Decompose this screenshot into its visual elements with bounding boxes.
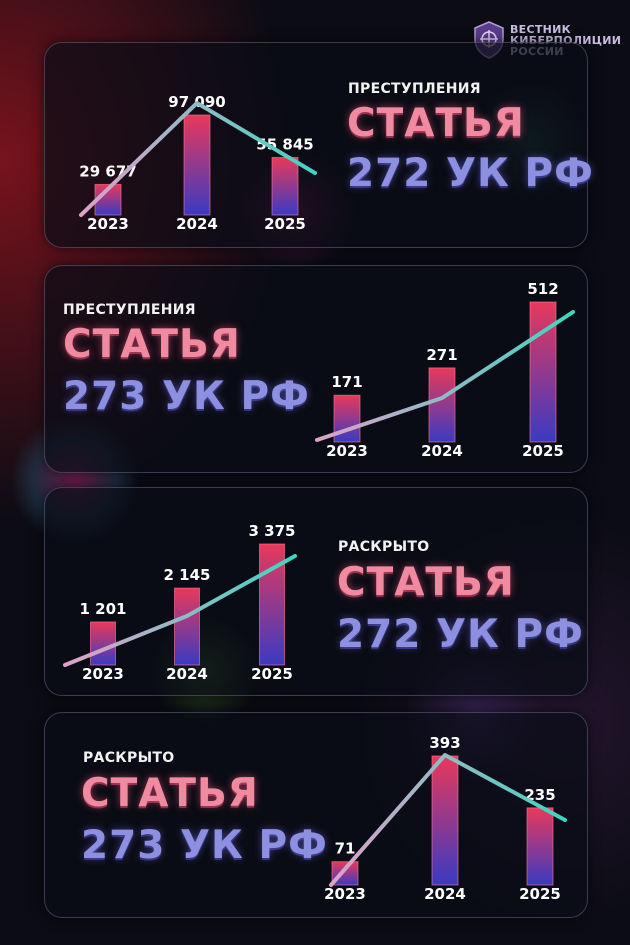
x-tick-label-2023: 2023 [87, 215, 129, 233]
bar-2025 [529, 301, 557, 443]
panel-title-line2: 273 УК РФ [63, 374, 310, 419]
bar-2024 [183, 114, 211, 216]
bar-2024 [431, 755, 459, 886]
brand-line: ВЕСТНИК [510, 23, 571, 36]
value-label-2025: 3 375 [249, 522, 296, 540]
x-tick-label-2024: 2024 [166, 665, 208, 683]
panel-title-line1: СТАТЬЯ [63, 322, 241, 367]
value-label-2024: 393 [429, 734, 460, 752]
panel-title-line1: СТАТЬЯ [347, 101, 525, 146]
panel-title-line2: 272 УК РФ [337, 612, 584, 657]
x-tick-label-2023: 2023 [326, 442, 368, 460]
panel-kicker: ПРЕСТУПЛЕНИЯ [348, 81, 481, 97]
brand-line: КИБЕРПОЛИЦИИ [510, 34, 622, 47]
x-tick-label-2024: 2024 [176, 215, 218, 233]
x-tick-label-2024: 2024 [421, 442, 463, 460]
panel-title-line2: 272 УК РФ [347, 151, 594, 196]
panel-title-line1: СТАТЬЯ [337, 560, 515, 605]
bar-2023 [90, 621, 116, 666]
panel-kicker: ПРЕСТУПЛЕНИЯ [63, 302, 196, 318]
chart: 71 2023 393 2024 235 2025 [324, 734, 567, 903]
value-label-2023: 1 201 [80, 600, 127, 618]
panel-title-line2: 273 УК РФ [81, 823, 328, 868]
x-tick-label-2025: 2025 [264, 215, 306, 233]
value-label-2024: 271 [426, 346, 457, 364]
x-tick-label-2023: 2023 [324, 885, 366, 903]
value-label-2025: 235 [524, 786, 555, 804]
panel-kicker: РАСКРЫТО [83, 750, 175, 766]
panel-kicker: РАСКРЫТО [338, 539, 430, 555]
value-label-2025: 512 [527, 280, 558, 298]
x-tick-label-2024: 2024 [424, 885, 466, 903]
chart: 1 201 2023 2 145 2024 3 375 2025 [63, 522, 297, 683]
bar-2025 [271, 156, 299, 216]
trend-line [315, 310, 575, 442]
bar-2025 [526, 807, 554, 886]
x-tick-label-2025: 2025 [519, 885, 561, 903]
value-label-2023: 171 [331, 373, 362, 391]
chart: 171 2023 271 2024 512 2025 [315, 280, 575, 460]
panel-title-line1: СТАТЬЯ [81, 771, 259, 816]
x-tick-label-2023: 2023 [82, 665, 124, 683]
bar-2024 [428, 367, 456, 443]
trend-line [79, 101, 317, 217]
x-tick-label-2025: 2025 [522, 442, 564, 460]
panel-272-crimes: 29 677 2023 97 090 2024 55 845 2025 ПРЕСТУПЛЕ… [44, 42, 593, 248]
value-label-2023: 71 [335, 840, 356, 858]
panel-273-solved: 71 2023 393 2024 235 2025 РАСКРЫТО СТАТЬЯ 273… [44, 712, 588, 918]
trend-line [329, 753, 567, 887]
trend-line [63, 554, 297, 667]
panel-273-crimes: 171 2023 271 2024 512 2025 ПРЕСТУПЛЕНИЯ СТАТЬ… [44, 265, 588, 473]
bar-2024 [174, 587, 200, 666]
panel-272-solved: 1 201 2023 2 145 2024 3 375 2025 РАСКРЫТО СТА… [44, 487, 588, 696]
value-label-2024: 2 145 [164, 566, 211, 584]
x-tick-label-2025: 2025 [251, 665, 293, 683]
